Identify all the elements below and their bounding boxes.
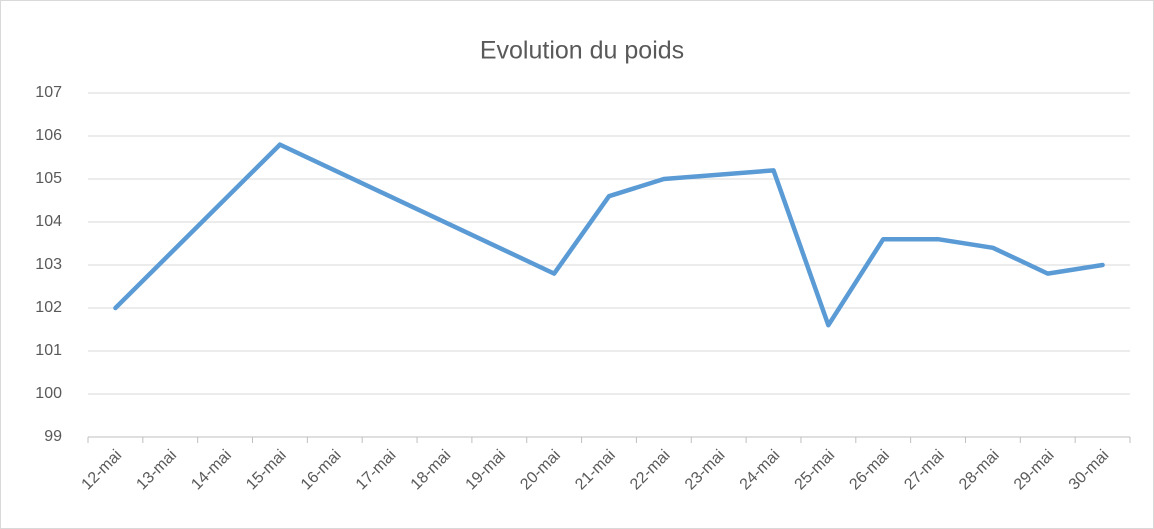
y-tick-label: 100 xyxy=(35,385,62,402)
line-series xyxy=(113,142,1105,328)
y-tick-label: 99 xyxy=(44,428,62,445)
y-tick-label: 102 xyxy=(35,299,62,316)
chart-title: Evolution du poids xyxy=(480,37,684,65)
y-tick-label: 105 xyxy=(35,170,62,187)
y-tick-label: 101 xyxy=(35,342,62,359)
y-tick-label: 107 xyxy=(35,84,62,101)
y-tick-label: 104 xyxy=(35,213,62,230)
y-tick-label: 106 xyxy=(35,127,62,144)
y-tick-label: 103 xyxy=(35,256,62,273)
